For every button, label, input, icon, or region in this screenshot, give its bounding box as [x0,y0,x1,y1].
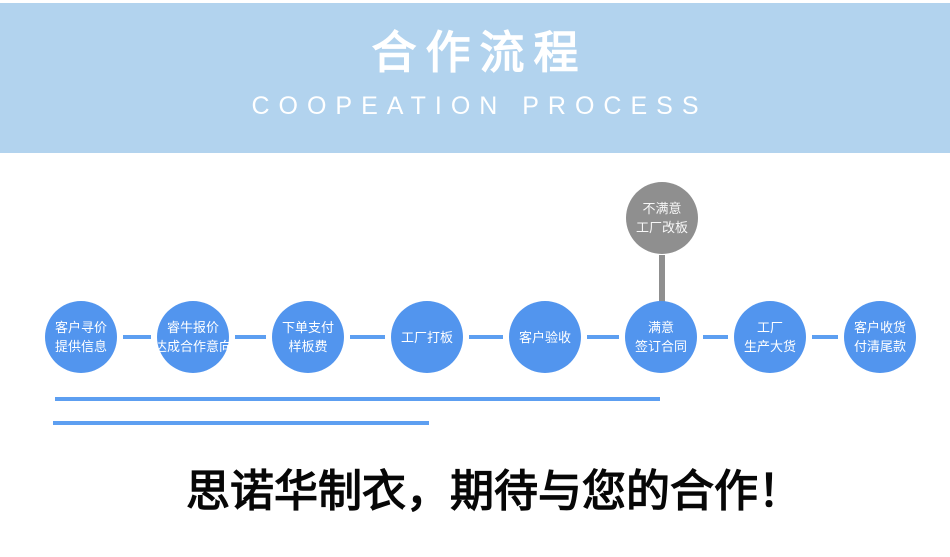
step-label: 达成合作意向 [154,339,233,354]
step-label: 付清尾款 [853,339,906,354]
step-label: 生产大货 [743,339,796,354]
step-label: 样板费 [288,339,328,354]
step-label: 客户验收 [518,329,571,345]
step-connector [469,335,503,339]
step-connector [812,335,838,339]
alt-branch-connector [659,255,665,302]
flow-alt-step-circle: 不满意 工厂改板 [626,182,698,254]
step-label: 签订合同 [634,339,687,354]
flow-step-circle-8: 客户收货 付清尾款 [844,301,916,373]
divider-line-1 [55,397,660,401]
flow-step-circle-4: 工厂打板 [391,301,463,373]
step-label: 睿牛报价 [166,320,219,335]
step-connector [587,335,619,339]
alt-step-line2: 工厂改板 [635,220,688,235]
step-connector [235,335,266,339]
alt-step-line1: 不满意 [642,201,682,216]
slogan-text: 思诺华制衣，期待与您的合作！ [186,467,802,516]
page-title: 合作流程 [371,27,588,78]
flow-step-circle-3: 下单支付 样板费 [272,301,344,373]
flow-step-circle-2: 睿牛报价 达成合作意向 [154,301,233,373]
footer: 思诺华制衣，期待与您的合作！ [0,464,950,520]
flow-step-circle-5: 客户验收 [509,301,581,373]
step-label: 客户收货 [853,320,906,335]
banner: 合作流程 COOPEATION PROCESS [0,3,950,153]
step-connector [123,335,151,339]
flow-step-circle-7: 工厂 生产大货 [734,301,806,373]
step-label: 下单支付 [281,320,334,335]
page-subtitle: COOPEATION PROCESS [251,92,708,120]
step-label: 工厂打板 [400,329,453,345]
step-label: 工厂 [756,320,783,335]
flow-step-circle-1: 客户寻价 提供信息 [45,301,117,373]
step-label: 客户寻价 [54,320,107,335]
step-label: 提供信息 [54,339,107,354]
flow-step-circle-6: 满意 签订合同 [625,301,697,373]
step-label: 满意 [647,320,674,335]
step-connector [703,335,728,339]
step-connector [350,335,385,339]
divider-line-2 [53,421,429,425]
